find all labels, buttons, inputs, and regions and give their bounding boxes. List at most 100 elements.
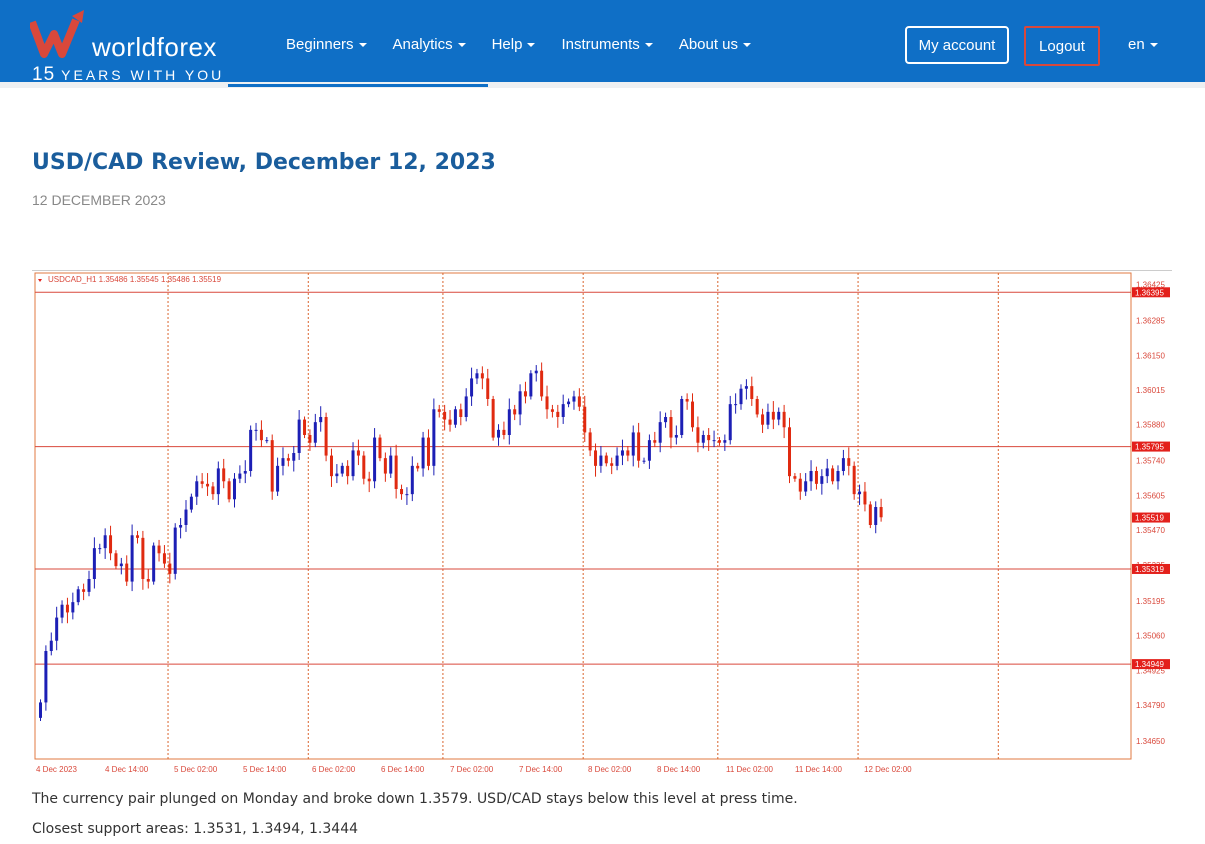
chart-candle <box>276 465 280 492</box>
chart-candle <box>189 496 193 510</box>
chart-candle <box>98 548 102 550</box>
chart-candle <box>65 604 69 613</box>
chart-x-tick-label: 12 Dec 02:00 <box>864 765 912 774</box>
chart-candle <box>825 468 829 477</box>
chart-candle <box>550 409 554 412</box>
chart-candle <box>480 373 484 379</box>
chevron-down-icon <box>358 43 367 48</box>
chart-candle <box>723 440 727 443</box>
chart-candle <box>135 535 139 538</box>
chart-candle <box>200 481 204 484</box>
chart-x-tick-label: 4 Dec 14:00 <box>105 765 149 774</box>
chart-candle <box>561 404 565 417</box>
chart-level-badge-label: 1.35795 <box>1135 443 1164 452</box>
chart-candle <box>728 404 732 441</box>
chevron-down-icon <box>527 43 536 48</box>
chart-x-tick-label: 6 Dec 02:00 <box>312 765 356 774</box>
chart-candle <box>631 432 635 456</box>
chart-candle <box>782 411 786 428</box>
chart-candle <box>685 399 689 402</box>
chart-candle <box>744 386 748 389</box>
logout-button[interactable]: Logout <box>1024 26 1100 66</box>
chart-candle <box>216 468 220 495</box>
chart-y-tick-label: 1.34650 <box>1136 737 1165 746</box>
chart-y-tick-label: 1.35740 <box>1136 457 1165 466</box>
chart-candle <box>545 396 549 410</box>
chart-y-tick-label: 1.35605 <box>1136 491 1165 500</box>
chart-candle <box>793 476 797 479</box>
chart-candle <box>367 478 371 482</box>
chart-candle <box>87 579 91 592</box>
chart-y-tick-label: 1.36285 <box>1136 317 1165 326</box>
chart-candle <box>626 450 630 456</box>
chevron-down-icon <box>644 43 653 48</box>
chart-candle <box>265 440 269 442</box>
chart-candle <box>329 455 333 477</box>
chart-candle <box>281 458 285 466</box>
chart-level-badge-label: 1.36395 <box>1135 288 1164 297</box>
chart-x-tick-label: 4 Dec 2023 <box>36 765 77 774</box>
article-paragraph-1: The currency pair plunged on Monday and … <box>32 791 798 807</box>
chart-candle <box>761 414 765 425</box>
nav-help[interactable]: Help <box>492 36 536 53</box>
chart-candle <box>852 465 856 495</box>
chart-candle <box>820 476 824 484</box>
chart-candle <box>642 460 646 462</box>
chart-candle <box>809 471 813 482</box>
language-selector[interactable]: en <box>1128 36 1158 53</box>
chart-y-tick-label: 1.36425 <box>1136 281 1165 290</box>
chart-candle <box>523 391 527 397</box>
brand-name[interactable]: worldforex <box>92 32 217 62</box>
chart-candle <box>179 525 183 528</box>
worldforex-logo-icon[interactable] <box>30 10 90 60</box>
chart-candle <box>529 373 533 397</box>
nav-about-us[interactable]: About us <box>679 36 752 53</box>
chart-candle <box>610 463 614 466</box>
chart-menu-caret-icon <box>38 279 42 282</box>
chart-candle <box>577 396 581 407</box>
chart-candle <box>518 391 522 415</box>
chart-y-tick-label: 1.35195 <box>1136 597 1165 606</box>
nav-beginners[interactable]: Beginners <box>286 36 367 53</box>
chart-symbol-label: USDCAD_H1 1.35486 1.35545 1.35486 1.3551… <box>48 275 222 284</box>
chart-candle <box>443 411 447 420</box>
chart-candle <box>448 419 452 425</box>
active-section-indicator <box>228 84 488 87</box>
chart-x-tick-label: 5 Dec 02:00 <box>174 765 218 774</box>
site-header: worldforex 15 YEARS WITH YOU Beginners An… <box>0 0 1205 85</box>
chart-candle <box>405 494 409 496</box>
chart-candle <box>410 465 414 495</box>
chart-candle <box>308 435 312 443</box>
chart-candle <box>119 563 123 567</box>
chart-candle <box>292 453 296 461</box>
chart-candle <box>335 473 339 477</box>
chart-candle <box>206 483 210 487</box>
nav-instruments[interactable]: Instruments <box>561 36 653 53</box>
chart-candle <box>437 409 441 412</box>
chart-candle <box>243 471 247 474</box>
chart-candle <box>588 432 592 451</box>
chart-candle <box>620 450 624 456</box>
chart-level-badge <box>1132 441 1170 452</box>
chart-level-badge <box>1132 512 1170 523</box>
chart-candle <box>373 437 377 482</box>
chart-candle <box>76 589 80 603</box>
chart-y-tick-label: 1.36150 <box>1136 351 1165 360</box>
chart-candle <box>788 427 792 477</box>
my-account-button[interactable]: My account <box>905 26 1009 64</box>
chart-candle <box>669 417 673 438</box>
chart-candle <box>421 437 425 469</box>
chart-candle <box>750 386 754 399</box>
nav-analytics[interactable]: Analytics <box>393 36 466 53</box>
chart-candle <box>356 450 360 456</box>
chart-candle <box>270 440 274 492</box>
chart-candle <box>766 411 770 425</box>
chart-candle <box>755 399 759 415</box>
chart-candle <box>249 429 253 471</box>
chart-candle <box>691 401 695 428</box>
chart-candle <box>49 640 53 651</box>
chart-candle <box>583 406 587 433</box>
brand-tagline: 15 YEARS WITH YOU <box>32 64 225 85</box>
chart-level-badge-label: 1.35519 <box>1135 514 1164 523</box>
chart-candle <box>416 465 420 469</box>
